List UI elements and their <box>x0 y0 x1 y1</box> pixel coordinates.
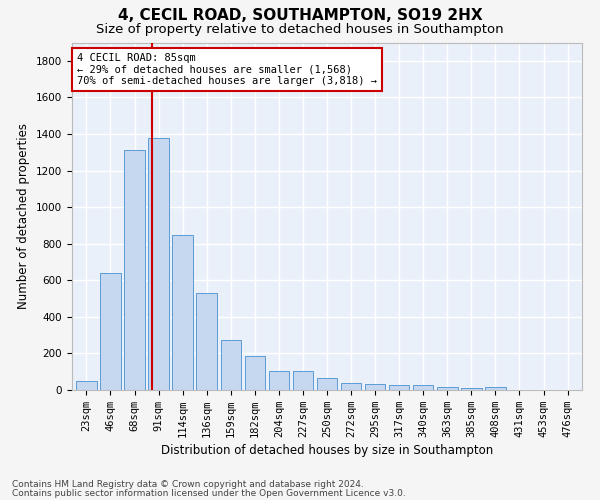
Text: 4 CECIL ROAD: 85sqm
← 29% of detached houses are smaller (1,568)
70% of semi-det: 4 CECIL ROAD: 85sqm ← 29% of detached ho… <box>77 53 377 86</box>
Bar <box>100 273 121 390</box>
Bar <box>389 384 409 390</box>
Text: Contains public sector information licensed under the Open Government Licence v3: Contains public sector information licen… <box>12 489 406 498</box>
Bar <box>293 371 313 390</box>
Bar <box>341 382 361 390</box>
Bar <box>172 234 193 390</box>
Bar <box>269 371 289 390</box>
Bar <box>124 150 145 390</box>
Bar <box>148 138 169 390</box>
Bar <box>461 388 482 390</box>
Bar <box>221 340 241 390</box>
Bar <box>437 388 458 390</box>
Bar <box>365 384 385 390</box>
Y-axis label: Number of detached properties: Number of detached properties <box>17 123 31 309</box>
Bar <box>196 293 217 390</box>
Bar <box>245 356 265 390</box>
Bar <box>317 378 337 390</box>
X-axis label: Distribution of detached houses by size in Southampton: Distribution of detached houses by size … <box>161 444 493 457</box>
Bar <box>76 381 97 390</box>
Bar <box>485 388 506 390</box>
Bar <box>413 386 433 390</box>
Text: Contains HM Land Registry data © Crown copyright and database right 2024.: Contains HM Land Registry data © Crown c… <box>12 480 364 489</box>
Text: 4, CECIL ROAD, SOUTHAMPTON, SO19 2HX: 4, CECIL ROAD, SOUTHAMPTON, SO19 2HX <box>118 8 482 22</box>
Text: Size of property relative to detached houses in Southampton: Size of property relative to detached ho… <box>96 22 504 36</box>
